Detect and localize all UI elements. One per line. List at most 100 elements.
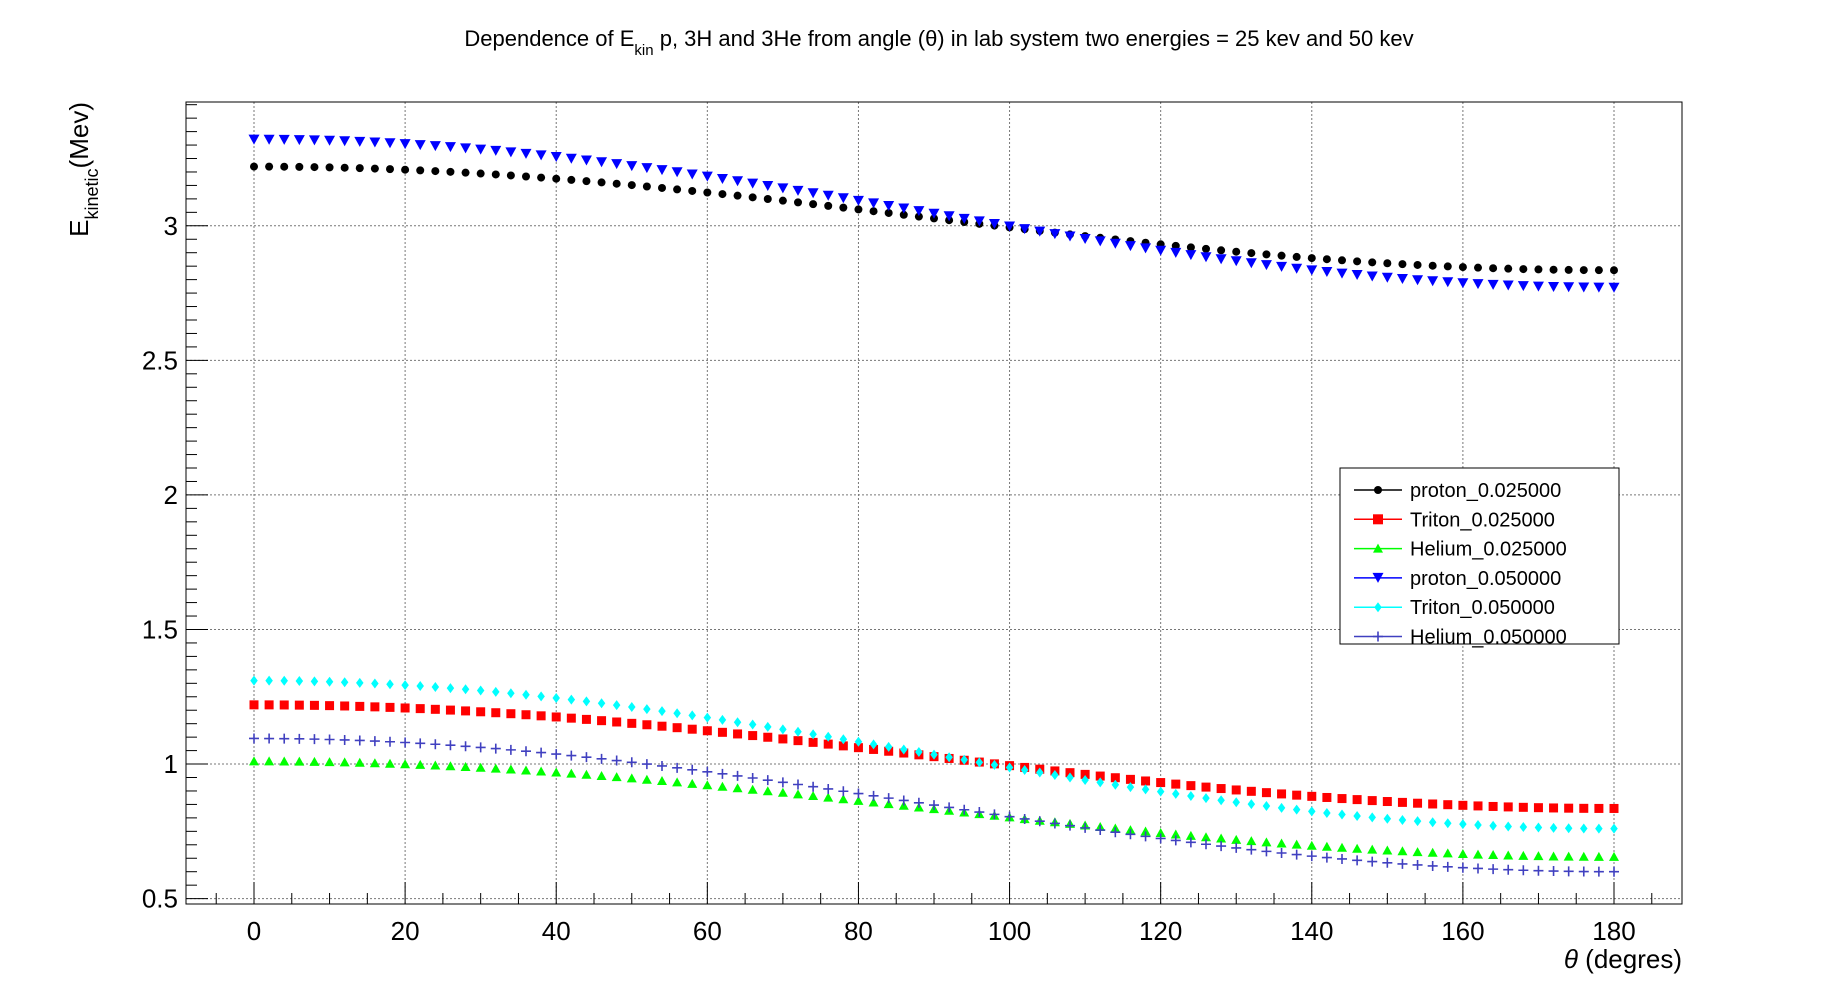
data-point — [264, 756, 275, 766]
data-point — [1202, 244, 1210, 253]
data-point — [430, 739, 441, 750]
data-point — [1292, 790, 1302, 800]
data-point — [1232, 247, 1241, 256]
data-point — [340, 701, 350, 711]
data-point — [597, 698, 606, 709]
series-Helium_0.050000 — [249, 733, 1619, 877]
data-point — [521, 710, 531, 720]
data-point — [913, 797, 924, 808]
data-point — [716, 173, 728, 184]
data-point — [1548, 281, 1560, 292]
legend-item: proton_0.025000 — [1354, 480, 1561, 502]
data-point — [1338, 256, 1346, 265]
data-point — [1246, 786, 1256, 796]
data-point — [370, 702, 380, 712]
data-point — [1473, 863, 1483, 874]
data-point — [1504, 264, 1513, 273]
data-point — [688, 186, 697, 195]
data-point — [1020, 765, 1029, 776]
data-point — [1443, 800, 1453, 810]
data-point — [308, 135, 320, 146]
data-point — [415, 704, 425, 714]
data-point — [1353, 810, 1361, 821]
data-point — [446, 683, 455, 694]
data-point — [1548, 851, 1559, 861]
data-point — [581, 714, 591, 724]
data-point — [1488, 801, 1498, 811]
data-point — [1245, 258, 1257, 269]
data-point — [279, 756, 290, 766]
data-point — [1322, 255, 1331, 264]
data-point — [356, 677, 364, 688]
data-point — [1034, 226, 1046, 237]
data-point — [505, 147, 517, 158]
x-tick-label: 80 — [844, 916, 873, 946]
data-point — [1124, 241, 1136, 252]
data-point — [626, 161, 638, 172]
data-point — [611, 772, 622, 782]
data-point — [1096, 777, 1104, 788]
data-point — [339, 734, 350, 745]
data-point — [265, 675, 273, 686]
x-tick-label: 40 — [542, 916, 571, 946]
data-point — [1594, 266, 1603, 275]
data-point — [1201, 782, 1211, 792]
data-point — [1321, 852, 1332, 863]
data-point — [718, 714, 727, 725]
data-point — [1231, 842, 1242, 853]
data-point — [1457, 849, 1468, 859]
data-point — [1519, 822, 1528, 833]
data-point — [551, 712, 561, 722]
data-point — [461, 684, 470, 695]
data-point — [808, 781, 819, 792]
data-point — [399, 139, 411, 150]
title-suffix: p, 3H and 3He from angle (θ) in lab syst… — [654, 26, 1414, 51]
data-point — [657, 721, 667, 731]
data-point — [535, 150, 547, 161]
data-point — [1593, 282, 1605, 293]
data-point — [340, 677, 349, 688]
data-point — [567, 694, 576, 705]
data-point — [597, 178, 606, 187]
data-point — [1534, 822, 1543, 833]
data-point — [415, 738, 426, 749]
data-point — [673, 708, 681, 719]
data-point — [596, 753, 607, 764]
data-point — [401, 165, 410, 174]
x-tick-label: 140 — [1290, 916, 1333, 946]
data-point — [1262, 801, 1271, 812]
data-point — [1398, 260, 1407, 269]
data-point — [628, 702, 636, 713]
data-point — [522, 689, 530, 700]
data-point — [324, 757, 335, 767]
data-point — [1413, 260, 1422, 269]
data-point — [1217, 246, 1226, 255]
data-point — [1594, 803, 1604, 813]
data-point — [928, 208, 940, 219]
data-point — [537, 691, 545, 702]
data-point — [975, 757, 984, 768]
data-point — [1338, 809, 1346, 820]
legend-marker — [1372, 572, 1384, 583]
data-point — [1231, 834, 1242, 844]
data-point — [1383, 813, 1392, 824]
data-point — [642, 182, 651, 191]
data-point — [1367, 856, 1378, 867]
data-point — [626, 773, 637, 783]
data-point — [339, 136, 351, 147]
data-point — [1230, 256, 1242, 267]
data-point — [490, 763, 501, 773]
y-axis-main: E — [64, 219, 94, 236]
data-point — [1125, 774, 1135, 784]
data-point — [611, 159, 623, 170]
data-point — [641, 774, 652, 784]
data-point — [1321, 841, 1332, 851]
data-point — [1397, 858, 1408, 869]
data-point — [747, 178, 759, 189]
axes: 0 20 40 60 80 100 120 140 160 180 0.5 1 1.5 2 2.5 3 — [142, 104, 1653, 946]
data-point — [673, 185, 682, 194]
data-point — [1170, 247, 1182, 258]
data-point — [672, 762, 683, 773]
data-point — [369, 758, 380, 768]
